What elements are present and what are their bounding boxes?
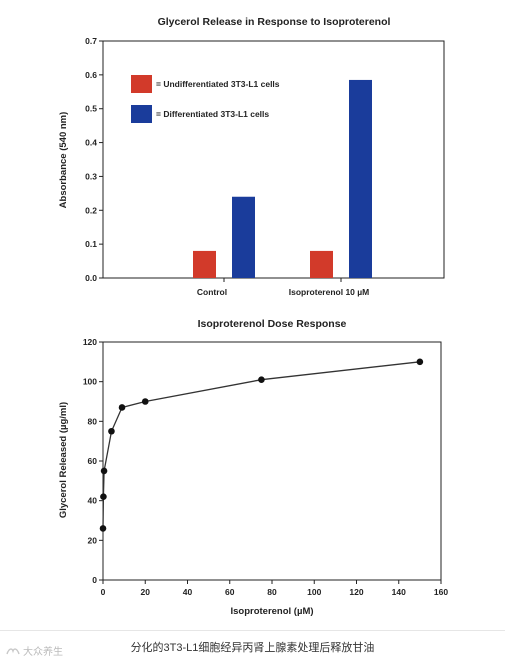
line-chart-x-tick-label: 80 — [267, 587, 277, 597]
watermark-text: 大众养生 — [23, 647, 63, 658]
bar-chart-y-tick-label: 0.1 — [85, 239, 97, 249]
line-chart-y-tick-label: 20 — [88, 535, 98, 545]
watermark: 大众养生 — [6, 643, 63, 658]
line-chart-x-tick-label: 0 — [101, 587, 106, 597]
bar-chart-frame — [102, 40, 445, 279]
bar-undifferentiated-1 — [310, 250, 333, 278]
data-point-7 — [416, 358, 424, 366]
line-chart-x-ticks: 0 20 40 60 80 100 120 140 160 — [101, 580, 448, 597]
bar-chart-y-tick-label: 0.5 — [85, 104, 97, 114]
dose-response-line — [102, 361, 420, 529]
line-chart-y-axis-label: Glycerol Released (µg/ml) — [58, 402, 69, 518]
bar-chart-legend: = Undifferentiated 3T3-L1 cells = Differe… — [131, 75, 280, 123]
watermark-logo-icon — [6, 647, 20, 654]
line-chart-title: Isoproterenol Dose Response — [198, 318, 347, 330]
line-chart-x-tick-label: 120 — [349, 587, 363, 597]
line-chart-x-tick-label: 40 — [183, 587, 193, 597]
bar-chart-y-tick-label: 0.4 — [85, 138, 97, 148]
line-chart-x-tick-label: 20 — [141, 587, 151, 597]
line-chart-frame — [102, 341, 442, 581]
line-chart-x-tick-label: 140 — [392, 587, 406, 597]
chart-canvas: Glycerol Release in Response to Isoprote… — [58, 16, 448, 617]
line-chart-series — [99, 358, 424, 532]
data-point-2 — [100, 467, 108, 475]
line-chart-x-tick-label: 160 — [434, 587, 448, 597]
bar-chart-categories: Control Isoproterenol 10 µM — [197, 278, 369, 297]
data-point-6 — [258, 376, 265, 383]
line-chart-y-tick-label: 0 — [92, 575, 97, 585]
data-point-3 — [108, 427, 115, 435]
line-chart-plot-area — [102, 341, 442, 581]
data-point-0 — [99, 525, 107, 532]
bar-chart-title: Glycerol Release in Response to Isoprote… — [158, 16, 391, 28]
bar-chart-y-tick-label: 0.6 — [85, 70, 97, 80]
figure: Glycerol Release in Response to Isoprote… — [58, 16, 448, 617]
line-chart-y-tick-label: 60 — [88, 456, 98, 466]
legend-entry-0: = Undifferentiated 3T3-L1 cells — [156, 79, 280, 89]
bar-chart-category-label: Isoproterenol 10 µM — [289, 287, 369, 297]
line-chart-x-tick-label: 60 — [225, 587, 235, 597]
bar-chart-y-tick-label: 0.2 — [85, 205, 97, 215]
bar-chart-category-label: Control — [197, 287, 227, 297]
legend-swatch-1 — [131, 105, 152, 123]
line-chart-y-tick-label: 40 — [88, 496, 98, 506]
line-chart-x-tick-label: 100 — [307, 587, 321, 597]
legend-swatch-0 — [131, 75, 152, 93]
data-point-1 — [100, 493, 107, 501]
bar-chart-bars — [193, 79, 372, 278]
data-point-5 — [141, 398, 149, 405]
data-point-4 — [118, 404, 126, 411]
bar-chart-y-tick-label: 0.7 — [85, 36, 97, 46]
caption-bar: 大众养生 分化的3T3-L1细胞经异丙肾上腺素处理后释放甘油 — [0, 630, 505, 664]
bar-chart-y-tick-label: 0.3 — [85, 171, 97, 181]
bar-undifferentiated-0 — [193, 250, 216, 278]
bar-chart-y-axis-label: Absorbance (540 nm) — [58, 112, 69, 209]
line-chart-y-ticks: 0 20 40 60 80 100 120 — [83, 337, 103, 585]
line-chart-y-tick-label: 100 — [83, 377, 97, 387]
bar-chart-plot-area — [102, 40, 445, 279]
line-chart-y-tick-label: 120 — [83, 337, 97, 347]
bar-chart-y-ticks: 0.0 0.1 0.2 0.3 0.4 0.5 0.6 0.7 — [85, 36, 103, 283]
figure-caption: 分化的3T3-L1细胞经异丙肾上腺素处理后释放甘油 — [130, 642, 375, 654]
bar-differentiated-1 — [349, 79, 372, 278]
line-chart-y-tick-label: 80 — [88, 416, 98, 426]
legend-entry-1: = Differentiated 3T3-L1 cells — [156, 109, 269, 119]
line-chart-x-axis-label: Isoproterenol (µM) — [230, 606, 313, 617]
bar-chart-y-tick-label: 0.0 — [85, 273, 97, 283]
bar-differentiated-0 — [232, 196, 255, 278]
